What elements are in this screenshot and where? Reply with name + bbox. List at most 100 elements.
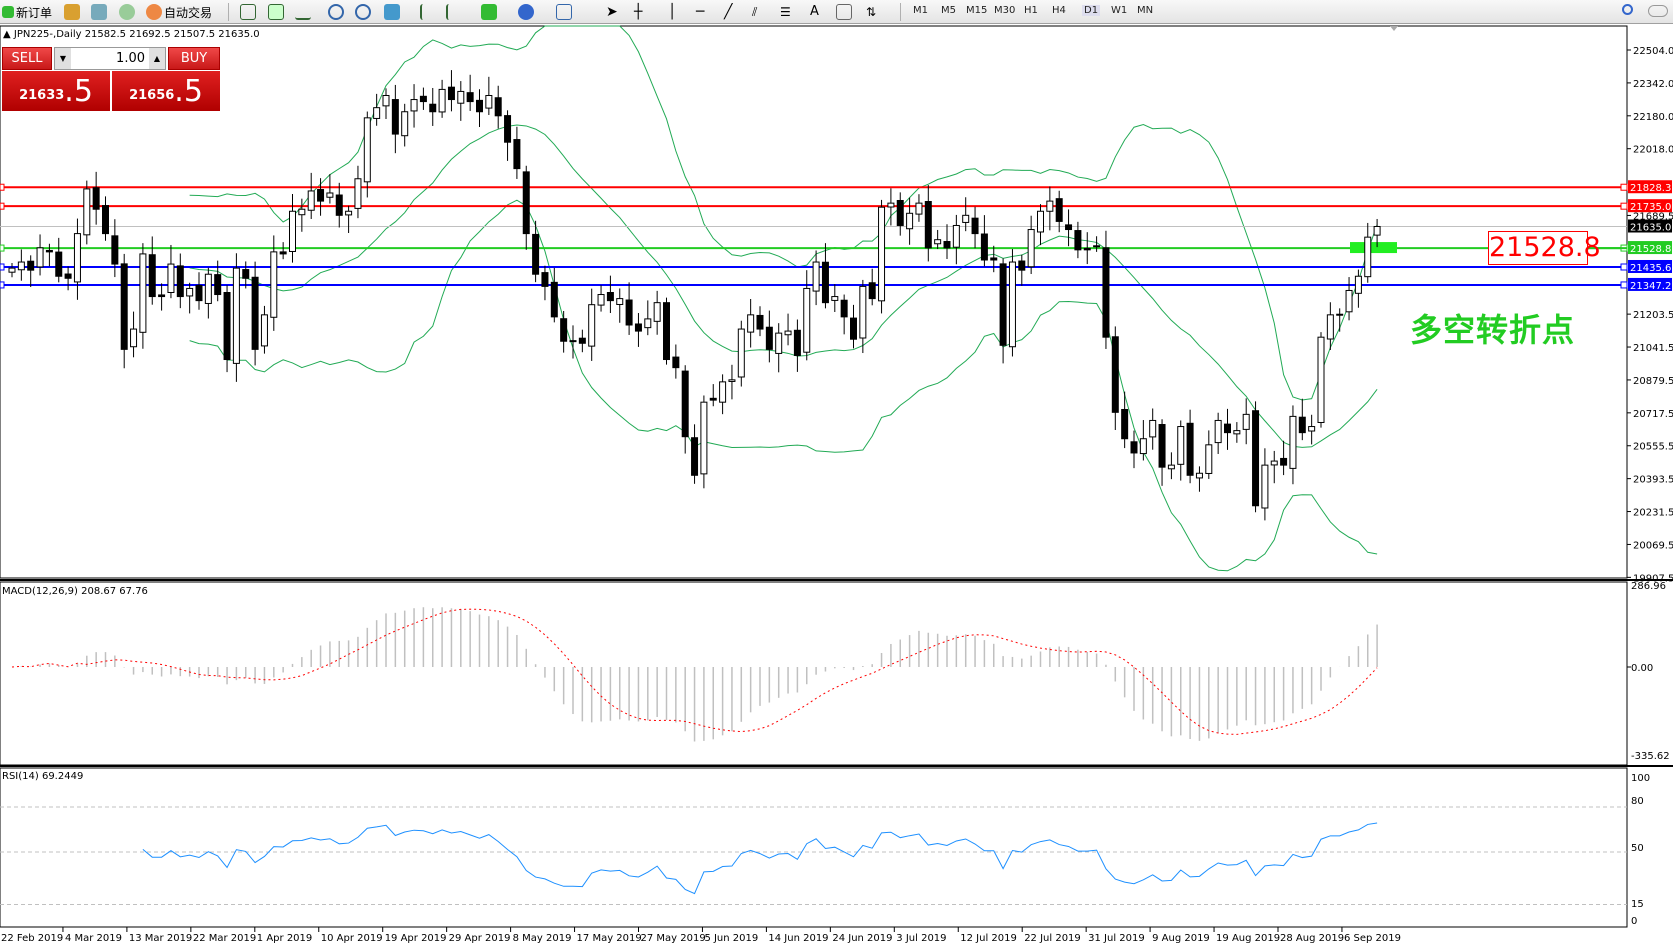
trendline-icon[interactable]: ╱ — [724, 4, 733, 20]
candle-body — [1233, 430, 1241, 435]
bollinger-upper-band — [189, 25, 1378, 401]
date-axis-label: 22 Feb 2019 — [1, 933, 63, 944]
turning-point-annotation[interactable]: 多空转折点 — [1410, 311, 1576, 349]
timeframe-m30[interactable]: M30 — [994, 5, 1016, 16]
zoom-in-icon[interactable] — [328, 4, 344, 20]
timeframe-m15[interactable]: M15 — [966, 5, 988, 16]
candle-body — [1270, 460, 1278, 466]
candlestick-chart-icon[interactable] — [268, 4, 284, 20]
rsi-axis-label: 0 — [1631, 916, 1637, 927]
candle-body — [513, 139, 521, 170]
date-axis-label: 10 Apr 2019 — [321, 933, 383, 944]
timeframe-h1[interactable]: H1 — [1024, 5, 1038, 16]
macd-panel-frame — [0, 581, 1628, 766]
candle-body — [1177, 426, 1185, 465]
line-chart-icon[interactable] — [295, 4, 311, 20]
horizontal-line-icon[interactable]: ─ — [696, 4, 705, 20]
crosshair-icon[interactable]: ┼ — [634, 4, 643, 20]
fibonacci-icon[interactable]: ☰ — [780, 5, 791, 19]
chart-shift-icon[interactable] — [420, 4, 436, 20]
price-annotation-label[interactable]: 21528.8 — [1488, 231, 1601, 265]
periods-clock-icon[interactable] — [518, 4, 534, 20]
decrease-lot-icon[interactable]: ▼ — [55, 48, 71, 69]
date-axis-label: 27 May 2019 — [641, 933, 706, 944]
candle-body — [952, 224, 960, 248]
candle-body — [214, 274, 222, 296]
rsi-axis-label: 15 — [1631, 899, 1644, 910]
buy-price-button[interactable]: 21656.5 — [112, 71, 220, 111]
macd-label: MACD(12,26,9) 208.67 67.76 — [2, 586, 148, 597]
bar-chart-icon[interactable] — [240, 4, 256, 20]
lot-size-input[interactable]: 1.00 — [116, 51, 145, 66]
arrows-icon[interactable]: ⇅ — [866, 5, 877, 19]
navigator-icon[interactable] — [91, 4, 107, 20]
search-icon[interactable] — [1622, 4, 1633, 15]
line-handle — [1620, 263, 1628, 271]
text-icon[interactable]: A — [810, 4, 819, 19]
date-axis-label: 6 Sep 2019 — [1344, 933, 1401, 944]
indicators-icon[interactable] — [481, 4, 497, 20]
candle-body — [36, 247, 44, 268]
increase-lot-icon[interactable]: ▲ — [149, 48, 165, 69]
candle-body — [1345, 289, 1353, 313]
candle-body — [915, 202, 923, 215]
date-axis-label: 22 Mar 2019 — [193, 933, 256, 944]
vertical-line-icon[interactable]: │ — [668, 4, 677, 20]
market-watch-icon[interactable] — [64, 4, 80, 20]
date-axis-label: 12 Jul 2019 — [960, 933, 1017, 944]
sell-button[interactable]: SELL — [2, 47, 52, 70]
candle-body — [260, 314, 268, 347]
timeframe-m5[interactable]: M5 — [941, 5, 956, 16]
candle-body — [438, 88, 446, 113]
candle-body — [1373, 225, 1381, 236]
candle-body — [345, 210, 353, 216]
tile-windows-icon[interactable] — [384, 4, 400, 20]
candle-body — [1298, 416, 1306, 434]
lot-size-stepper[interactable]: ▼ 1.00 ▲ — [54, 47, 166, 70]
auto-trading-button[interactable]: 自动交易 — [146, 2, 212, 22]
templates-icon[interactable] — [556, 4, 572, 20]
candle-body — [906, 212, 914, 230]
candle-body — [158, 294, 166, 298]
candle-body — [859, 285, 867, 339]
rsi-axis-label: 50 — [1631, 843, 1644, 854]
rsi-line — [142, 822, 1378, 895]
price-tag-label: 21635.0 — [1630, 222, 1671, 233]
candle-body — [289, 210, 296, 252]
candle-body — [1336, 313, 1344, 316]
timeframe-h4[interactable]: H4 — [1052, 5, 1066, 16]
candle-body — [812, 261, 820, 292]
new-order-button[interactable]: 新订单 — [2, 2, 52, 22]
zoom-out-icon[interactable] — [355, 4, 371, 20]
candle-body — [485, 94, 493, 109]
candle-body — [195, 284, 203, 302]
candle-body — [793, 329, 801, 356]
candle-body — [1130, 441, 1138, 454]
candle-body — [204, 273, 212, 304]
candle-body — [737, 328, 745, 378]
timeframe-d1[interactable]: D1 — [1082, 5, 1101, 16]
line-handle — [0, 281, 5, 289]
chat-icon[interactable] — [1648, 5, 1668, 17]
candle-body — [167, 263, 175, 294]
timeframe-m1[interactable]: M1 — [913, 5, 928, 16]
signals-icon[interactable] — [119, 4, 135, 20]
candle-body — [700, 401, 708, 475]
timeframe-w1[interactable]: W1 — [1111, 5, 1128, 16]
text-label-icon[interactable] — [836, 4, 852, 20]
candle-body — [1364, 236, 1372, 278]
timeframe-mn[interactable]: MN — [1137, 5, 1154, 16]
price-tag-label: 21528.8 — [1630, 244, 1671, 255]
sell-price-button[interactable]: 21633.5 — [2, 71, 110, 111]
candle-body — [924, 201, 932, 249]
buy-button[interactable]: BUY — [168, 47, 220, 70]
autoscroll-icon[interactable] — [446, 4, 462, 20]
equidistant-channel-icon[interactable]: ⫽ — [752, 5, 758, 19]
price-tag — [1628, 277, 1672, 291]
candle-body — [1308, 426, 1316, 432]
candle-body — [606, 292, 614, 302]
bollinger-lower-band — [189, 199, 1378, 572]
candle-body — [550, 281, 558, 318]
cursor-icon[interactable]: ➤ — [606, 4, 618, 20]
